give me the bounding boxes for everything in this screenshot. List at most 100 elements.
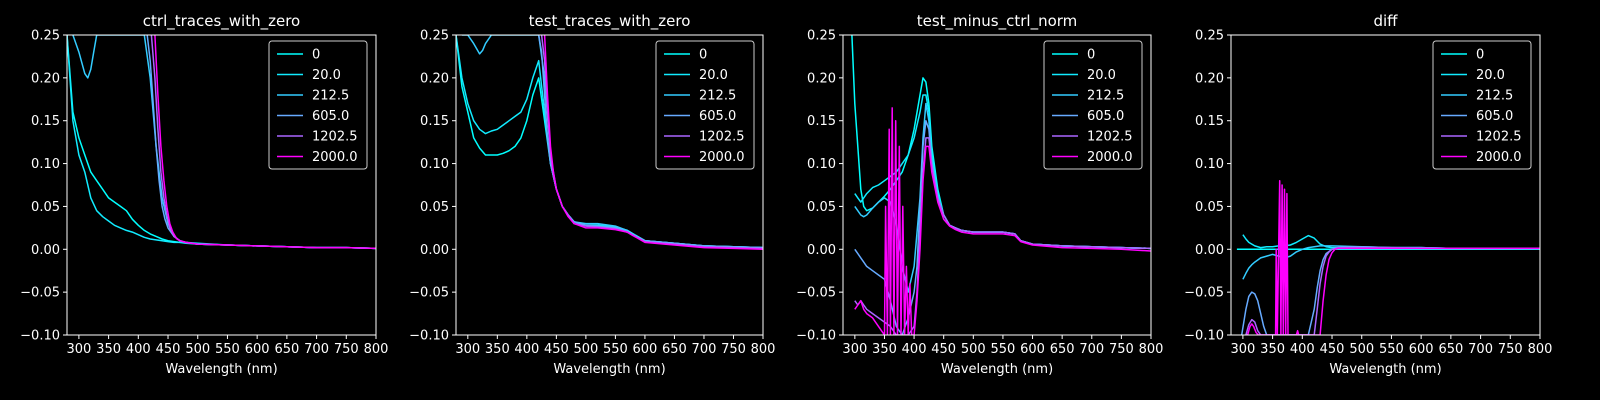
- legend-box: [268, 40, 368, 170]
- y-tick-label: −0.10: [20, 329, 60, 344]
- series-group: [1236, 179, 1540, 335]
- x-tick-label: 600: [1409, 342, 1434, 357]
- x-tick-label: 550: [1379, 342, 1404, 357]
- legend-label: 1202.5: [312, 130, 358, 145]
- y-tick-label: 0.25: [807, 29, 836, 44]
- x-tick-label: 800: [1139, 342, 1164, 357]
- legend-label: 212.5: [699, 89, 736, 104]
- series-line-1202.5: [854, 137, 1151, 335]
- series-group: [67, 35, 376, 250]
- x-tick-label: 650: [1050, 342, 1075, 357]
- x-tick-label: 700: [304, 342, 329, 357]
- x-tick-label: 600: [245, 342, 270, 357]
- x-tick-label: 300: [1230, 342, 1255, 357]
- legend-label: 0: [1476, 48, 1484, 63]
- x-tick-label: 450: [931, 342, 956, 357]
- legend-label: 605.0: [1476, 109, 1513, 124]
- legend-box: [655, 40, 755, 170]
- legend-label: 0: [312, 48, 320, 63]
- chart-panel-3: 300 350 400 450 500 550 600 650 700 750 800 0.25 0.2…: [796, 12, 1163, 377]
- x-tick-label: 500: [185, 342, 210, 357]
- x-axis-label: Wavelength (nm): [553, 362, 665, 377]
- y-tick-label: 0.00: [807, 243, 836, 258]
- chart-panel-1: 300 350 400 450 500 550 600 650 700 750 800 0.25 0.2…: [20, 12, 388, 377]
- x-tick-label: 800: [751, 342, 776, 357]
- series-group: [851, 35, 1151, 335]
- axes-frame: [66, 34, 377, 336]
- x-tick-label: 450: [544, 342, 569, 357]
- x-tick-label: 700: [1468, 342, 1493, 357]
- y-tick-label: 0.15: [31, 114, 60, 129]
- x-tick-label: 400: [1290, 342, 1315, 357]
- y-tick-label: 0.10: [31, 157, 60, 172]
- legend-label: 605.0: [699, 109, 736, 124]
- legend-label: 20.0: [1087, 68, 1116, 83]
- y-tick-label: −0.05: [1184, 286, 1224, 301]
- x-axis-label: Wavelength (nm): [165, 362, 277, 377]
- y-tick-label: 0.15: [420, 114, 449, 129]
- axes-frame: [1230, 34, 1541, 336]
- legend-label: 20.0: [312, 68, 341, 83]
- legend-label: 212.5: [1087, 89, 1124, 104]
- series-line-1202.5: [1245, 246, 1540, 335]
- series-line-1202.5: [540, 35, 763, 250]
- x-axis-label: Wavelength (nm): [1329, 362, 1441, 377]
- legend-label: 20.0: [1476, 68, 1505, 83]
- legend-label: 1202.5: [1087, 130, 1133, 145]
- y-tick-label: −0.05: [20, 286, 60, 301]
- x-tick-label: 300: [455, 342, 480, 357]
- legend: 0 20.0 212.5 605.0 1202.5 2000.0: [1432, 40, 1532, 170]
- x-tick-label: 500: [573, 342, 598, 357]
- legend: 0 20.0 212.5 605.0 1202.5 2000.0: [1043, 40, 1143, 170]
- y-tick-label: 0.00: [31, 243, 60, 258]
- x-tick-label: 450: [156, 342, 181, 357]
- x-tick-label: 750: [1109, 342, 1134, 357]
- axes-frame: [455, 34, 764, 336]
- legend-label: 605.0: [312, 109, 349, 124]
- x-tick-label: 800: [364, 342, 389, 357]
- x-tick-label: 600: [1020, 342, 1045, 357]
- legend-label: 1202.5: [1476, 130, 1522, 145]
- x-tick-label: 350: [872, 342, 897, 357]
- chart-title: diff: [1373, 12, 1398, 30]
- y-tick-label: −0.10: [1184, 329, 1224, 344]
- x-tick-label: 400: [126, 342, 151, 357]
- y-tick-label: −0.05: [409, 286, 449, 301]
- x-tick-label: 650: [662, 342, 687, 357]
- legend-box: [1432, 40, 1532, 170]
- x-tick-label: 550: [603, 342, 628, 357]
- y-tick-label: 0.20: [1195, 71, 1224, 86]
- legend-label: 20.0: [699, 68, 728, 83]
- legend: 0 20.0 212.5 605.0 1202.5 2000.0: [655, 40, 755, 170]
- y-tick-label: 0.05: [807, 200, 836, 215]
- y-tick-label: 0.00: [420, 243, 449, 258]
- series-line-2000.0: [1246, 179, 1540, 335]
- legend-label: 2000.0: [699, 150, 745, 165]
- x-tick-label: 400: [514, 342, 539, 357]
- x-tick-label: 400: [902, 342, 927, 357]
- legend: 0 20.0 212.5 605.0 1202.5 2000.0: [268, 40, 368, 170]
- x-tick-label: 450: [1320, 342, 1345, 357]
- legend-label: 2000.0: [1087, 150, 1133, 165]
- y-tick-label: −0.10: [409, 329, 449, 344]
- y-tick-label: 0.15: [1195, 114, 1224, 129]
- legend-label: 0: [1087, 48, 1095, 63]
- y-tick-label: 0.20: [420, 71, 449, 86]
- y-tick-label: 0.10: [420, 157, 449, 172]
- y-tick-label: 0.00: [1195, 243, 1224, 258]
- x-tick-label: 550: [991, 342, 1016, 357]
- x-tick-label: 350: [96, 342, 121, 357]
- series-line-605.0: [537, 35, 763, 249]
- legend-label: 212.5: [1476, 89, 1513, 104]
- y-tick-label: 0.20: [807, 71, 836, 86]
- chart-panel-4: 300 350 400 450 500 550 600 650 700 750 800 0.25 0.2…: [1184, 12, 1552, 377]
- x-tick-label: 750: [334, 342, 359, 357]
- y-tick-label: 0.25: [1195, 29, 1224, 44]
- legend-label: 2000.0: [312, 150, 358, 165]
- x-tick-label: 550: [215, 342, 240, 357]
- x-tick-label: 350: [485, 342, 510, 357]
- axes-frame: [842, 34, 1152, 336]
- x-tick-label: 750: [721, 342, 746, 357]
- y-tick-label: −0.05: [796, 286, 836, 301]
